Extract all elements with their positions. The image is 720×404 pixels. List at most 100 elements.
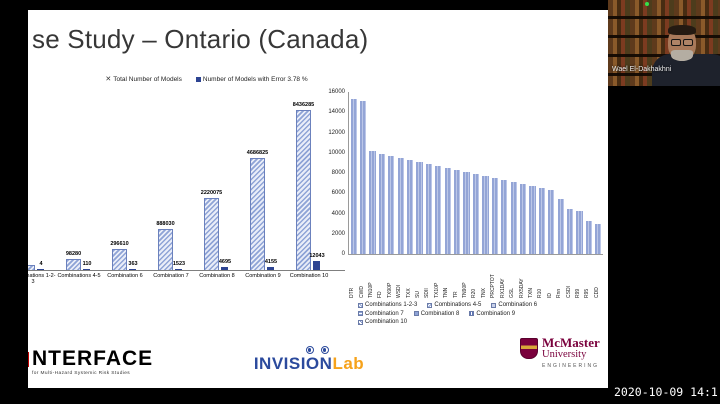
index-bar [360,101,367,254]
interface-logo: NTERFACE for Multi-Hazard Systemic Risk … [28,348,153,376]
x-tick-label: R99 [574,288,581,298]
index-bar [388,155,395,254]
y-tick-label: 8000 [331,170,345,176]
mcmaster-crest-icon [520,338,538,360]
index-bar [585,220,592,254]
interface-wordmark: NTERFACE [32,347,154,370]
error-models-bar [83,268,90,270]
legend-item: Combinations 1-2-3 [358,302,417,308]
index-bar [463,172,470,254]
invision-person-icon [320,346,329,354]
index-bar [557,199,564,254]
pattern-marker-icon [413,311,419,316]
total-models-bar [250,157,265,270]
error-models-bar [129,268,136,270]
total-models-bar [112,248,127,270]
x-tick-label: TN10P [368,282,375,298]
recording-indicator-icon [645,2,649,6]
index-bar [435,165,442,254]
mcmaster-university: University [542,349,587,360]
total-models-bar [204,198,219,270]
x-tick-label: R10 [537,288,544,298]
value-label: 296610 [110,240,129,247]
x-tick-label: CSDI [565,286,572,298]
index-bar [425,163,433,254]
legend-item: Combination 9 [469,311,515,317]
legend-item: Combination 8 [413,311,459,317]
x-tick-label: PRCPTOT [490,274,497,298]
legend-item: Number of Models with Error 3.78 % [195,76,308,83]
indices-chart-xlabels: DTR CWD TN10P FD TX90P WSDI TXX SU SDII TX10P TNN T… [348,260,602,298]
x-tick-label: RX5DAY [518,278,525,298]
x-tick-label: TN90P [462,282,469,298]
bar-group: 2220075 4695 [194,92,240,270]
slide-title: se Study – Ontario (Canada) [32,24,369,54]
x-tick-label: TNN [443,287,450,298]
error-models-bar [313,261,320,270]
x-tick-label: GSL [509,287,516,298]
legend-item: ✕ Total Number of Models [105,75,182,83]
legend-item: Combination 7 [358,311,404,317]
x-tick-label: CWD [358,286,365,298]
x-tick-label: Rnn [556,288,563,298]
y-tick-label: 10000 [328,149,345,156]
index-bar [529,186,536,254]
index-bar [444,167,451,254]
error-models-bar [267,266,274,270]
value-label: 98280 [65,250,82,257]
interface-tagline: for Multi-Hazard Systemic Risk Studies [32,371,131,376]
invision-person-icon [305,346,314,354]
value-label: 4155 [264,258,278,265]
y-tick-label: 16000 [328,89,345,95]
pattern-marker-icon [358,302,363,308]
value-label: 12043 [309,253,325,259]
x-tick-label: TX90P [386,282,393,298]
indices-chart-axes: 0 2000 4000 6000 8000 10000 12000 14000 16000 [322,88,608,260]
mcmaster-name: McMaster [542,335,600,350]
indices-chart-plot [348,92,603,255]
index-bar [595,223,602,254]
pattern-marker-icon [491,302,497,308]
index-bar [350,99,357,254]
y-tick-label: 12000 [328,129,345,136]
pattern-marker-icon [469,311,475,316]
legend-item: Combinations 4-5 [427,302,481,308]
value-label: 110 [82,260,92,267]
value-label: 2220075 [200,190,223,197]
index-bar [501,180,508,254]
index-bar [482,176,489,254]
value-label: 888030 [156,220,175,227]
legend-item: Combination 6 [491,302,537,308]
models-chart-plot: 4 98280 110 296610 363 888030 1523 2220075 4695 4… [28,92,345,271]
y-tick-label: 6000 [331,190,345,197]
x-tick-label: SU [415,291,422,298]
indices-chart: 0 2000 4000 6000 8000 10000 12000 14000 16000 DT… [322,88,608,325]
value-label: 1523 [172,260,186,267]
error-models-bar [221,266,228,270]
webcam-video[interactable]: Wael El-Dakhakhni [608,0,720,86]
value-label: 8436285 [292,102,315,108]
index-bar [519,184,527,254]
x-tick-label: ID [546,293,553,298]
x-tick-label: WSDI [396,284,403,298]
recording-timestamp: 2020-10-09 14:1 [614,385,718,399]
index-bar [491,178,498,254]
participant-name-overlay: Wael El-Dakhakhni [612,66,672,73]
index-bar [378,153,386,254]
x-marker-icon: ✕ [105,75,112,83]
x-tick-label: TXX [405,288,412,298]
glasses-icon [670,39,694,46]
index-bar [576,211,583,254]
category-label: Combination 9 [245,273,281,279]
index-bar [407,159,414,254]
invision-lab-wordmark: Lab [332,354,365,373]
bar-group: 296610 363 [102,92,148,270]
total-models-bar [28,264,35,270]
total-models-bar [296,110,311,270]
index-bar [416,161,423,254]
y-tick-label: 0 [341,251,345,257]
x-tick-label: R20 [471,288,478,298]
value-label: 4695 [218,258,232,265]
index-bar [566,209,574,254]
category-label: Combinations 4-5 [57,273,101,279]
